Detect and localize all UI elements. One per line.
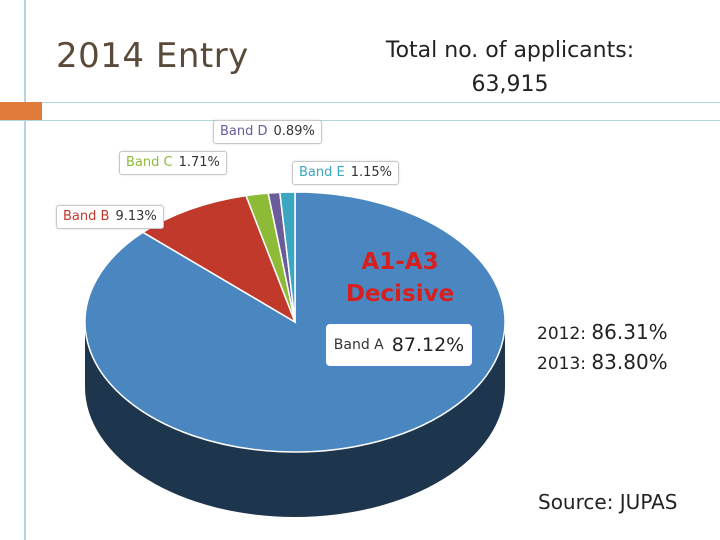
callout-band-c: Band C 1.71% xyxy=(119,151,227,175)
year-2013-label: 2013: xyxy=(537,354,586,374)
callout-band-a: Band A 87.12% xyxy=(324,322,474,368)
applicants-summary: Total no. of applicants: 63,915 xyxy=(360,34,660,102)
year-2013-value: 83.80% xyxy=(591,350,668,374)
callout-band-e: Band E 1.15% xyxy=(292,161,400,185)
band-a-value: 87.12% xyxy=(391,334,465,356)
header-divider-top xyxy=(0,102,720,103)
accent-square xyxy=(0,102,42,120)
band-b-label: Band B xyxy=(63,209,110,224)
band-d-label: Band D xyxy=(220,124,268,139)
decisive-line-2: Decisive xyxy=(345,281,455,307)
applicants-value: 63,915 xyxy=(471,72,549,97)
applicants-label: Total no. of applicants: xyxy=(385,38,635,63)
year-2012-label: 2012: xyxy=(537,324,586,344)
band-c-value: 1.71% xyxy=(178,155,220,170)
pie-slice-band-b xyxy=(141,194,297,324)
band-d-value: 0.89% xyxy=(273,124,315,139)
year-stats: 2012: 86.31% 2013: 83.80% xyxy=(537,318,668,378)
band-a-label: Band A xyxy=(333,337,384,353)
decisive-line-1: A1-A3 xyxy=(361,249,439,275)
callout-band-b: Band B 9.13% xyxy=(56,205,164,229)
pie-side-band-a xyxy=(85,322,505,517)
source-note: Source: JUPAS xyxy=(538,490,678,514)
year-2012-value: 86.31% xyxy=(591,320,668,344)
band-e-value: 1.15% xyxy=(350,165,393,180)
decisive-annotation: A1-A3 Decisive xyxy=(330,246,470,310)
pie-slice-band-e xyxy=(279,191,296,323)
year-stat-2012: 2012: 86.31% xyxy=(537,318,668,348)
band-e-label: Band E xyxy=(299,165,345,180)
band-c-label: Band C xyxy=(126,155,173,170)
band-b-value: 9.13% xyxy=(115,209,157,224)
entry-title: 2014 Entry xyxy=(56,36,249,76)
left-accent-line xyxy=(24,0,26,540)
year-stat-2013: 2013: 83.80% xyxy=(537,348,668,378)
header-divider-bottom xyxy=(0,120,720,121)
callout-band-d: Band D 0.89% xyxy=(213,120,322,144)
